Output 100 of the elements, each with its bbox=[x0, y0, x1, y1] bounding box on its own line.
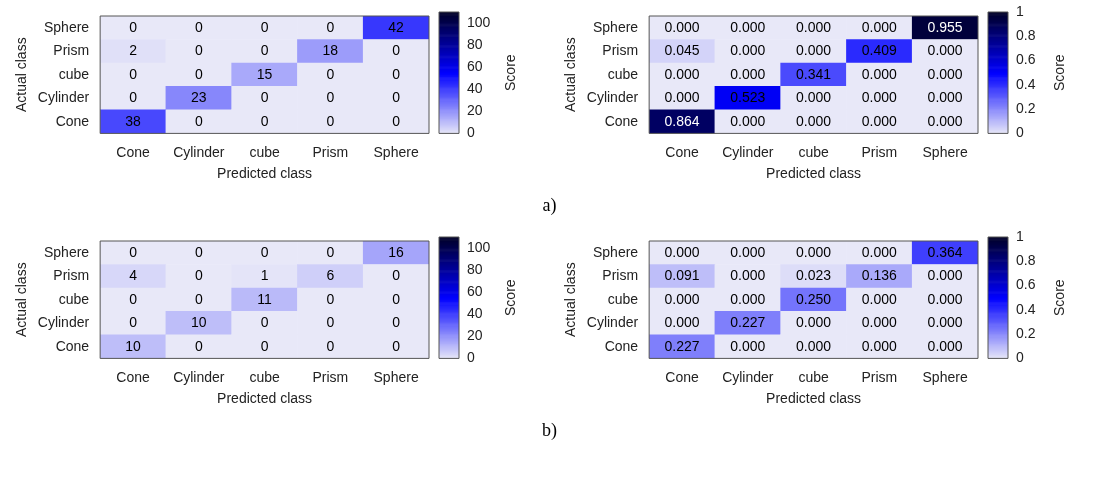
y-tick-label: Sphere bbox=[593, 18, 639, 35]
data-label: 0 bbox=[129, 314, 138, 331]
data-label: 0.000 bbox=[730, 243, 766, 260]
color-bar-label: 60 bbox=[467, 58, 483, 75]
data-label: 0.000 bbox=[927, 267, 963, 284]
data-label: 0 bbox=[392, 42, 401, 59]
data-label: 0.000 bbox=[861, 65, 898, 82]
color-bar-label: 80 bbox=[467, 35, 483, 52]
y-axis-title: Actual class bbox=[13, 262, 30, 338]
data-label: 0.000 bbox=[927, 290, 963, 307]
data-label: 0.000 bbox=[664, 89, 700, 106]
color-bar-label: 20 bbox=[467, 102, 483, 119]
data-label: 0 bbox=[392, 314, 401, 331]
data-label: 0.000 bbox=[730, 42, 766, 59]
data-label: 15 bbox=[256, 65, 273, 82]
data-label: 0.000 bbox=[730, 290, 766, 307]
data-label: 16 bbox=[388, 243, 405, 260]
color-bar-label: 0.6 bbox=[1016, 276, 1036, 293]
color-bar-label: 60 bbox=[467, 283, 483, 300]
text: a) bbox=[541, 194, 558, 217]
data-label: 0.000 bbox=[664, 290, 700, 307]
data-label: 0.364 bbox=[927, 243, 963, 260]
data-label: 0.000 bbox=[861, 337, 898, 354]
x-tick-label: Cone bbox=[665, 368, 699, 385]
color-bar-label: 0.8 bbox=[1016, 27, 1036, 44]
y-tick-label: Sphere bbox=[44, 243, 90, 260]
x-tick-label: cube bbox=[249, 143, 280, 160]
data-label: 6 bbox=[326, 267, 335, 284]
data-label: 1 bbox=[260, 267, 269, 284]
data-label: 0.000 bbox=[730, 65, 766, 82]
data-label: 0.000 bbox=[664, 314, 700, 331]
data-label: 0.227 bbox=[730, 314, 766, 331]
x-tick-label: Prism bbox=[312, 143, 349, 160]
data-label: 0 bbox=[260, 42, 269, 59]
data-label: 0.000 bbox=[927, 89, 963, 106]
data-label: 10 bbox=[191, 314, 207, 331]
data-label: 0 bbox=[326, 243, 335, 260]
y-tick-label: Cone bbox=[604, 112, 639, 129]
color-bar-label: 80 bbox=[467, 260, 483, 277]
data-label: 0 bbox=[129, 243, 138, 260]
data-label: 0 bbox=[129, 290, 138, 307]
data-label: 0.000 bbox=[861, 314, 898, 331]
data-label: 0.000 bbox=[730, 112, 766, 129]
color-bar-label: 0.4 bbox=[1016, 300, 1036, 317]
data-label: 0.000 bbox=[796, 314, 832, 331]
data-label: 0 bbox=[326, 89, 335, 106]
y-tick-label: Cone bbox=[604, 337, 639, 354]
data-label: 0 bbox=[194, 337, 203, 354]
y-axis-title: Actual class bbox=[13, 37, 30, 113]
data-label: 0 bbox=[326, 112, 335, 129]
data-label: 0.023 bbox=[796, 267, 832, 284]
data-label: 0.000 bbox=[730, 18, 766, 35]
color-bar-label: 0.2 bbox=[1016, 99, 1036, 116]
x-axis-title: Predicted class bbox=[766, 165, 862, 182]
data-label: 18 bbox=[322, 42, 339, 59]
data-label: 0.000 bbox=[796, 337, 832, 354]
data-label: 0.000 bbox=[664, 243, 700, 260]
data-label: 0 bbox=[392, 337, 401, 354]
color-bar-label: 1 bbox=[1016, 227, 1024, 244]
data-label: 0.864 bbox=[664, 112, 700, 129]
y-tick-label: cube bbox=[58, 290, 90, 307]
color-bar-label: 0 bbox=[467, 349, 475, 366]
data-label: 0 bbox=[194, 112, 203, 129]
data-label: 0 bbox=[194, 65, 203, 82]
data-label: 0.000 bbox=[730, 337, 766, 354]
data-label: 0.091 bbox=[664, 267, 700, 284]
data-label: 2 bbox=[129, 42, 138, 59]
data-label: 0.955 bbox=[927, 18, 963, 35]
data-label: 0.000 bbox=[796, 243, 832, 260]
data-label: 0.000 bbox=[927, 337, 963, 354]
data-label: 0 bbox=[392, 112, 401, 129]
data-label: 0.250 bbox=[796, 290, 832, 307]
data-label: 11 bbox=[257, 290, 273, 307]
data-label: 0 bbox=[392, 65, 401, 82]
data-label: 0 bbox=[326, 65, 335, 82]
data-label: 0 bbox=[326, 337, 335, 354]
color-bar-label: 40 bbox=[467, 305, 483, 322]
data-label: 0.000 bbox=[796, 112, 832, 129]
x-tick-label: cube bbox=[249, 368, 280, 385]
x-tick-label: Sphere bbox=[922, 368, 968, 385]
x-tick-label: Cone bbox=[116, 143, 150, 160]
text: b) bbox=[541, 419, 558, 442]
data-label: 0 bbox=[260, 112, 269, 129]
color-bar-label: 40 bbox=[467, 80, 483, 97]
color-bar-label: 1 bbox=[1016, 2, 1024, 19]
data-label: 0.045 bbox=[664, 42, 700, 59]
x-tick-label: Cone bbox=[116, 368, 150, 385]
data-label: 0 bbox=[326, 314, 335, 331]
y-tick-label: Sphere bbox=[593, 243, 639, 260]
y-tick-label: cube bbox=[58, 65, 90, 82]
x-tick-label: cube bbox=[798, 143, 829, 160]
y-tick-label: Prism bbox=[53, 42, 90, 59]
x-axis-title: Predicted class bbox=[766, 390, 862, 407]
color-bar-label: 100 bbox=[467, 13, 491, 30]
x-tick-label: cube bbox=[798, 368, 829, 385]
x-axis-title: Predicted class bbox=[217, 165, 313, 182]
data-label: 0.000 bbox=[927, 314, 963, 331]
data-label: 0 bbox=[260, 243, 269, 260]
data-label: 0.000 bbox=[861, 112, 898, 129]
y-tick-label: cube bbox=[607, 65, 639, 82]
